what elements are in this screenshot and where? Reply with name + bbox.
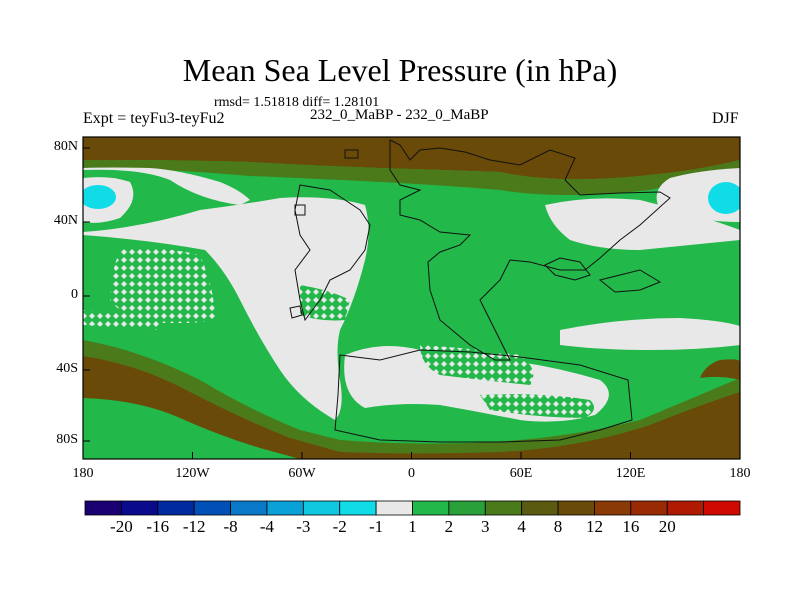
field-brown-south — [83, 356, 740, 459]
lon-label: 180 — [72, 466, 94, 481]
colorbar-label: 20 — [658, 517, 676, 536]
landmass-island-4 — [294, 204, 306, 216]
landmass-america — [294, 184, 371, 322]
field-brown-se — [700, 359, 740, 380]
colorbar-label: 2 — [444, 517, 454, 536]
colorbar-box — [703, 500, 741, 516]
lat-label: 80S — [56, 432, 78, 447]
colorbar-box — [412, 500, 450, 516]
colorbar-label: 8 — [553, 517, 563, 536]
colorbar-label: 4 — [517, 517, 526, 536]
difference-field — [83, 137, 740, 459]
colorbar-label: 1 — [408, 517, 417, 536]
colorbar — [84, 500, 741, 516]
lat-label: 0 — [71, 287, 78, 302]
colorbar-box — [448, 500, 486, 516]
lat-label: 40S — [56, 361, 78, 376]
colorbar-box — [666, 500, 705, 516]
chart-title: Mean Sea Level Pressure (in hPa) — [182, 52, 618, 88]
colorbar-label: -20 — [110, 517, 133, 536]
lat-label: 40N — [53, 213, 78, 228]
colorbar-box — [120, 500, 159, 516]
colorbar-box — [594, 500, 632, 516]
stipple-tropics — [83, 310, 160, 330]
colorbar-box — [230, 500, 268, 516]
stipple-america — [300, 285, 350, 321]
landmass-island-2 — [598, 269, 662, 293]
colorbar-box — [521, 500, 559, 516]
run-label: 232_0_MaBP - 232_0_MaBP — [310, 107, 489, 123]
colorbar-label: -16 — [146, 517, 170, 536]
colorbar-box — [557, 500, 595, 516]
lon-label: 0 — [408, 466, 415, 481]
field-olive-north — [83, 160, 740, 195]
colorbar-label: -4 — [259, 517, 275, 536]
lat-label: 80N — [53, 139, 78, 154]
lon-label: 60W — [288, 466, 316, 481]
colorbar-label: -3 — [296, 517, 311, 536]
landmass-eurasia-africa — [389, 139, 671, 361]
colorbar-box — [375, 500, 413, 516]
colorbar-box — [193, 500, 231, 516]
colorbar-label: -2 — [332, 517, 347, 536]
landmass-island-5 — [344, 149, 359, 159]
landmass-island-1 — [544, 257, 591, 281]
colorbar-label: -1 — [369, 517, 384, 536]
season-label: DJF — [712, 110, 739, 127]
field-light-indian — [560, 318, 740, 350]
landmass-south — [334, 349, 633, 443]
field-cyan-west — [83, 185, 116, 209]
colorbar-box — [339, 500, 377, 516]
field-light-npac-west — [83, 167, 250, 205]
field-cyan-east — [708, 182, 740, 214]
colorbar-label: -12 — [182, 517, 206, 536]
landmass-island-3 — [289, 305, 303, 319]
colorbar-label: 3 — [481, 517, 490, 536]
colorbar-box — [84, 500, 122, 516]
colorbar-box — [630, 500, 668, 516]
field-light-pacific — [83, 197, 369, 420]
land-outlines — [289, 139, 671, 443]
lon-label: 180 — [729, 466, 751, 481]
experiment-label: Expt = teyFu3-teyFu2 — [83, 110, 225, 127]
colorbar-box — [302, 500, 341, 516]
rmsd-diff-stats: rmsd= 1.51818 diff= 1.28101 — [214, 95, 380, 110]
colorbar-box — [157, 500, 195, 516]
colorbar-box — [266, 500, 304, 516]
lon-label: 120W — [175, 466, 210, 481]
colorbar-label: -8 — [223, 517, 238, 536]
field-green-south — [83, 398, 300, 459]
axis-ticks — [82, 147, 741, 459]
field-light-asia — [545, 198, 740, 250]
lon-label: 60E — [509, 466, 533, 481]
colorbar-box — [484, 500, 523, 516]
lon-label: 120E — [615, 466, 646, 481]
stipple-southern-2 — [480, 394, 594, 418]
stipple-pacific — [110, 248, 215, 324]
colorbar-label: 16 — [622, 517, 640, 536]
colorbar-label: 12 — [585, 517, 603, 536]
